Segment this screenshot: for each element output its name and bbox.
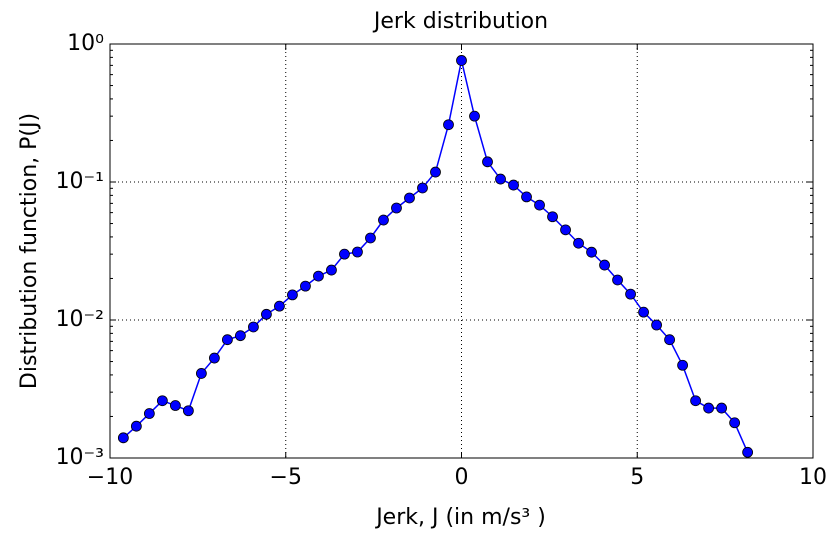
data-point: [456, 55, 467, 66]
data-point: [417, 182, 428, 194]
x-axis-label: Jerk, J (in m/s³ ): [374, 505, 546, 530]
data-point: [326, 264, 337, 276]
data-point: [508, 179, 519, 191]
series-line: [122, 60, 749, 453]
data-point: [261, 308, 272, 320]
x-tick-label: 10: [799, 465, 827, 490]
data-point: [404, 192, 415, 204]
data-point: [195, 368, 207, 379]
data-point: [742, 446, 754, 458]
data-point: [573, 237, 584, 249]
data-point: [352, 246, 363, 258]
y-tick-label: 10⁻¹: [56, 169, 104, 194]
data-point: [547, 211, 558, 223]
data-point: [235, 330, 246, 342]
data-point: [143, 408, 155, 419]
data-point: [130, 420, 142, 432]
x-tick-label: 5: [630, 465, 644, 490]
data-point: [156, 395, 168, 407]
data-point: [651, 319, 662, 331]
data-point: [521, 191, 532, 203]
chart-title: Jerk distribution: [372, 9, 548, 34]
data-point: [169, 400, 181, 411]
data-point: [495, 173, 506, 185]
y-tick-label: 10⁰: [67, 31, 104, 56]
data-point: [339, 248, 350, 260]
data-point: [469, 110, 480, 122]
data-point: [182, 405, 194, 417]
data-point: [300, 280, 311, 292]
plot-frame: [109, 43, 814, 459]
data-point: [677, 359, 688, 371]
data-point: [638, 306, 649, 318]
data-point: [482, 156, 493, 168]
data-point: [716, 402, 728, 414]
data-point: [378, 214, 389, 226]
data-point: [560, 224, 571, 236]
data-point: [430, 166, 441, 178]
data-point: [365, 232, 376, 244]
data-point: [586, 246, 597, 258]
data-point: [690, 395, 701, 407]
data-point: [612, 274, 623, 286]
data-point: [534, 199, 545, 211]
data-point: [443, 119, 454, 131]
x-tick-label: 0: [455, 465, 469, 490]
data-point: [729, 417, 741, 429]
data-point: [391, 202, 402, 214]
x-tick-label: −5: [270, 465, 302, 490]
data-point: [625, 288, 636, 300]
data-point: [313, 270, 324, 282]
data-point: [703, 402, 715, 414]
data-point: [599, 259, 610, 271]
y-axis-label: Distribution function, P(J): [17, 113, 42, 389]
data-point: [287, 289, 298, 301]
data-point: [117, 432, 129, 444]
data-point: [208, 352, 220, 364]
y-tick-label: 10⁻²: [56, 307, 104, 332]
data-point: [248, 321, 259, 333]
data-point: [222, 334, 233, 346]
x-tick-label: −10: [87, 465, 133, 490]
data-point: [274, 300, 285, 312]
data-point: [664, 334, 675, 346]
y-tick-label: 10⁻³: [56, 445, 104, 470]
